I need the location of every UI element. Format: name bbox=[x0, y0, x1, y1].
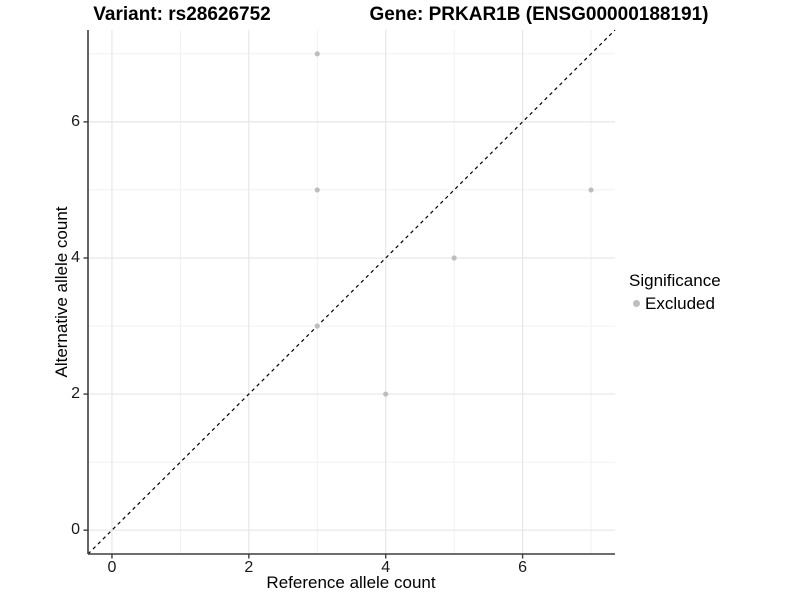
data-point bbox=[314, 323, 320, 329]
plot-title-variant: Variant: rs28626752 bbox=[93, 4, 271, 25]
legend: Significance Excluded bbox=[629, 270, 721, 314]
identity-reference-line bbox=[87, 29, 616, 555]
data-point bbox=[588, 187, 594, 193]
data-point bbox=[314, 187, 320, 193]
legend-item-label: Excluded bbox=[645, 294, 715, 313]
y-axis-title: Alternative allele count bbox=[52, 206, 71, 378]
legend-point-icon bbox=[633, 300, 640, 307]
x-axis-title: Reference allele count bbox=[266, 573, 436, 592]
y-tick-label: 2 bbox=[71, 385, 80, 403]
legend-item-excluded: Excluded bbox=[629, 293, 721, 314]
y-tick-label: 0 bbox=[71, 521, 80, 539]
chart-canvas bbox=[83, 29, 616, 559]
plot-panel bbox=[83, 29, 616, 559]
y-tick-label: 6 bbox=[71, 112, 80, 130]
plot-title-gene: Gene: PRKAR1B (ENSG00000188191) bbox=[369, 4, 709, 25]
data-point bbox=[383, 391, 389, 397]
x-tick-label: 4 bbox=[381, 559, 391, 576]
x-tick-label: 2 bbox=[244, 559, 254, 576]
legend-title: Significance bbox=[629, 271, 721, 290]
y-tick-label: 4 bbox=[71, 248, 80, 266]
data-point bbox=[314, 51, 320, 57]
x-tick-label: 6 bbox=[518, 559, 528, 576]
x-tick-label: 0 bbox=[107, 559, 117, 576]
data-point bbox=[451, 255, 457, 261]
